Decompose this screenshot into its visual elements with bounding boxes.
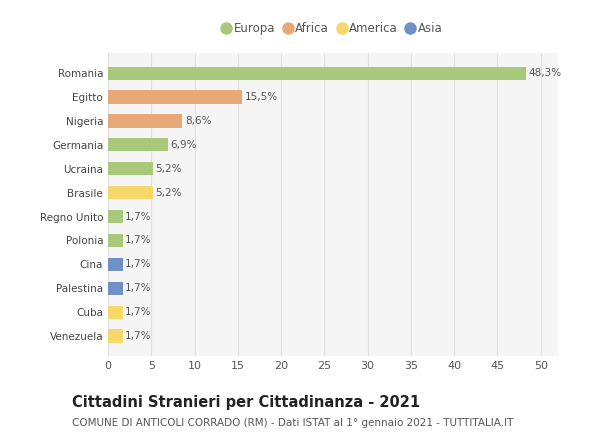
- Legend: Europa, Africa, America, Asia: Europa, Africa, America, Asia: [223, 22, 443, 35]
- Text: 1,7%: 1,7%: [125, 259, 152, 269]
- Text: 15,5%: 15,5%: [245, 92, 278, 102]
- Text: 1,7%: 1,7%: [125, 283, 152, 293]
- Bar: [108, 210, 123, 223]
- Text: 48,3%: 48,3%: [529, 68, 562, 78]
- Bar: [108, 91, 242, 104]
- Text: 1,7%: 1,7%: [125, 212, 152, 222]
- Bar: [108, 330, 123, 343]
- Text: 1,7%: 1,7%: [125, 331, 152, 341]
- Text: Cittadini Stranieri per Cittadinanza - 2021: Cittadini Stranieri per Cittadinanza - 2…: [72, 395, 420, 410]
- Bar: [108, 162, 153, 175]
- Text: 1,7%: 1,7%: [125, 307, 152, 317]
- Text: 8,6%: 8,6%: [185, 116, 212, 126]
- Bar: [108, 186, 153, 199]
- Text: 6,9%: 6,9%: [170, 140, 197, 150]
- Bar: [108, 234, 123, 247]
- Bar: [108, 258, 123, 271]
- Bar: [108, 282, 123, 295]
- Text: 5,2%: 5,2%: [155, 164, 182, 174]
- Bar: [108, 114, 182, 128]
- Bar: [108, 138, 168, 151]
- Text: COMUNE DI ANTICOLI CORRADO (RM) - Dati ISTAT al 1° gennaio 2021 - TUTTITALIA.IT: COMUNE DI ANTICOLI CORRADO (RM) - Dati I…: [72, 418, 514, 428]
- Bar: [108, 305, 123, 319]
- Bar: [108, 66, 526, 80]
- Text: 1,7%: 1,7%: [125, 235, 152, 246]
- Text: 5,2%: 5,2%: [155, 187, 182, 198]
